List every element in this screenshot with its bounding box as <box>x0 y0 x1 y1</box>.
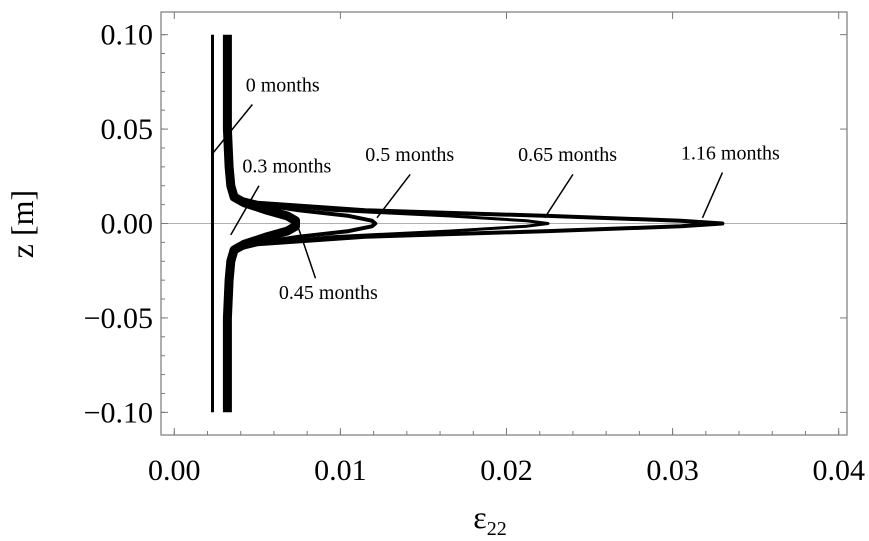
x-axis-title: ε22 <box>473 499 506 540</box>
annotation-label: 0.3 months <box>242 156 331 178</box>
annotation-leader <box>701 172 724 219</box>
annotation-label: 0.45 months <box>279 282 378 304</box>
annotation-leader <box>298 228 317 279</box>
x-tick-label: 0.03 <box>646 454 699 487</box>
x-axis-title-base: ε <box>473 499 486 535</box>
series-line <box>222 34 300 413</box>
y-tick-label: −0.10 <box>84 396 153 429</box>
y-tick-label: 0.10 <box>101 19 154 52</box>
x-tick-label: 0.02 <box>480 454 533 487</box>
y-axis: 0.10 0.05 0.00 −0.05 −0.10 <box>84 19 847 429</box>
x-tick-label: 0.04 <box>812 454 865 487</box>
series-line <box>233 195 725 252</box>
annotation-label: 0.65 months <box>518 144 617 166</box>
annotation-label: 1.16 months <box>681 142 780 164</box>
series-line <box>233 195 378 252</box>
annotation-label: 0 months <box>246 74 320 96</box>
y-tick-label: −0.05 <box>84 302 153 335</box>
annotation-label: 0.5 months <box>365 144 454 166</box>
series-layer <box>211 34 725 413</box>
annotations-layer: 0 months 0.3 months 0.5 months 0.65 months 1… <box>211 74 780 304</box>
annotation-leader <box>211 104 253 155</box>
y-tick-label: 0.00 <box>101 208 154 241</box>
annotation-leader <box>544 173 574 219</box>
x-axis-title-subscript: 22 <box>487 518 507 540</box>
x-tick-label: 0.00 <box>148 454 201 487</box>
annotation-leader <box>376 173 411 219</box>
y-tick-label: 0.05 <box>101 113 154 146</box>
y-axis-title: z [m] <box>4 190 40 258</box>
x-axis: 0.00 0.01 0.02 0.03 0.04 <box>148 12 865 487</box>
annotation-leader <box>230 185 260 236</box>
x-tick-label: 0.01 <box>314 454 367 487</box>
